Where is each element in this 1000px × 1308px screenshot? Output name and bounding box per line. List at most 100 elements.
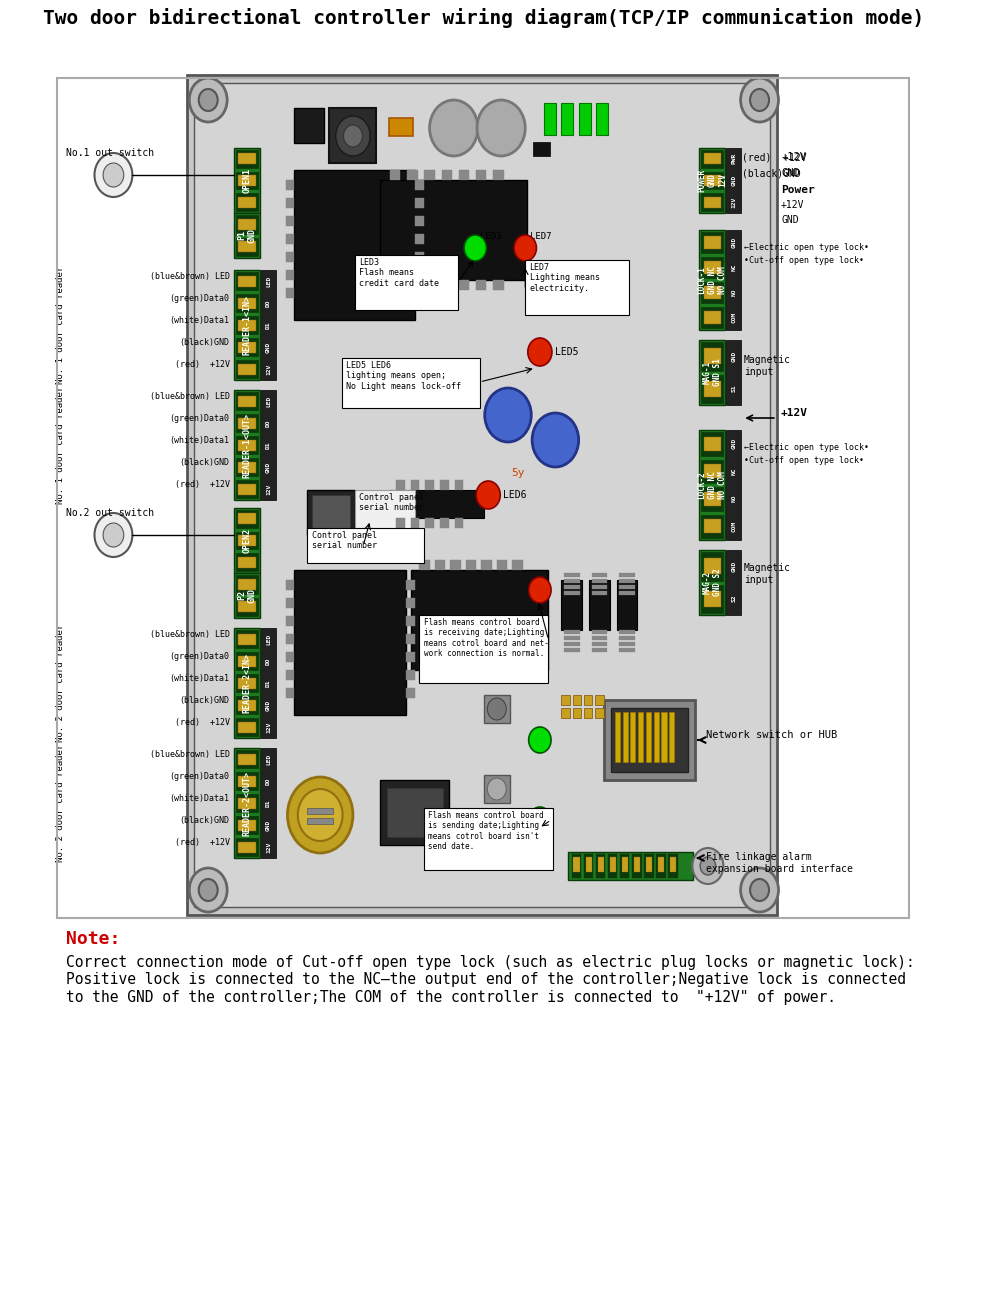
- Bar: [236, 816, 258, 835]
- Bar: [238, 218, 256, 230]
- Circle shape: [103, 164, 124, 187]
- Text: READER-1<IN>: READER-1<IN>: [242, 296, 251, 354]
- Bar: [396, 480, 405, 490]
- Bar: [286, 288, 294, 298]
- Text: No.2 out switch: No.2 out switch: [66, 508, 154, 518]
- Bar: [424, 808, 553, 870]
- Text: COM: COM: [731, 311, 736, 323]
- Text: (red)  +12V: (red) +12V: [175, 480, 230, 489]
- Bar: [661, 712, 667, 763]
- Bar: [568, 852, 693, 880]
- Bar: [525, 260, 629, 315]
- Bar: [286, 670, 294, 680]
- Bar: [234, 508, 260, 573]
- Bar: [623, 712, 628, 763]
- Bar: [238, 297, 256, 309]
- Circle shape: [94, 153, 132, 198]
- Bar: [699, 549, 725, 615]
- Bar: [415, 216, 424, 226]
- Text: GND: GND: [731, 237, 736, 249]
- Text: (black)GND: (black)GND: [180, 696, 230, 705]
- Bar: [238, 798, 256, 808]
- Bar: [592, 579, 607, 583]
- Circle shape: [741, 869, 779, 912]
- Bar: [670, 857, 676, 872]
- Bar: [236, 674, 258, 692]
- Text: +12V: +12V: [781, 200, 805, 211]
- Bar: [236, 458, 258, 476]
- Text: (green)Data0: (green)Data0: [170, 651, 230, 661]
- Bar: [261, 269, 276, 381]
- Bar: [544, 103, 556, 135]
- Text: D1: D1: [266, 799, 271, 807]
- Text: LED: LED: [266, 753, 271, 765]
- Bar: [286, 616, 294, 627]
- Bar: [406, 579, 415, 590]
- Bar: [726, 340, 741, 405]
- Bar: [419, 615, 548, 683]
- Text: (red)  +12V: (red) +12V: [175, 838, 230, 848]
- Text: POWER
GND
12V: POWER GND 12V: [697, 169, 727, 192]
- Bar: [238, 655, 256, 667]
- Text: LED7: LED7: [530, 232, 551, 241]
- Circle shape: [464, 235, 486, 262]
- Text: GND: GND: [731, 175, 736, 186]
- Text: (red)  +12V: (red) +12V: [742, 152, 807, 162]
- Bar: [619, 591, 635, 595]
- Bar: [481, 560, 492, 570]
- Bar: [238, 820, 256, 831]
- Circle shape: [529, 807, 551, 833]
- Text: P1
GND: P1 GND: [237, 228, 257, 243]
- Bar: [484, 776, 510, 803]
- Bar: [238, 276, 256, 286]
- Bar: [622, 857, 628, 872]
- Text: (white)Data1: (white)Data1: [170, 317, 230, 324]
- Text: Magnetic
input: Magnetic input: [744, 354, 791, 377]
- Bar: [615, 712, 620, 763]
- Bar: [619, 642, 635, 646]
- Bar: [701, 552, 723, 581]
- Bar: [390, 280, 400, 290]
- Bar: [234, 148, 260, 213]
- Bar: [406, 598, 415, 608]
- Bar: [419, 670, 430, 680]
- Bar: [701, 459, 723, 483]
- Bar: [669, 712, 674, 763]
- Bar: [658, 857, 664, 872]
- Bar: [592, 647, 607, 651]
- Bar: [425, 518, 434, 528]
- Bar: [236, 838, 258, 855]
- Bar: [634, 857, 640, 872]
- Bar: [701, 432, 723, 455]
- Bar: [307, 490, 355, 535]
- Bar: [619, 585, 635, 589]
- Circle shape: [514, 235, 536, 262]
- Bar: [234, 390, 260, 500]
- Text: Correct connection mode of Cut-off open type lock (such as electric plug locks o: Correct connection mode of Cut-off open …: [66, 955, 915, 1005]
- Bar: [455, 480, 463, 490]
- Bar: [411, 570, 548, 670]
- Bar: [619, 573, 635, 577]
- Circle shape: [336, 116, 370, 156]
- Bar: [342, 358, 480, 408]
- Circle shape: [476, 481, 500, 509]
- Bar: [406, 688, 415, 698]
- Bar: [294, 570, 406, 715]
- Bar: [419, 560, 430, 570]
- Text: NO: NO: [731, 494, 736, 502]
- Text: GND: GND: [781, 215, 799, 225]
- Bar: [701, 256, 723, 279]
- Text: No. 1 door card reader: No. 1 door card reader: [56, 266, 65, 385]
- Text: Power: Power: [781, 184, 815, 195]
- Text: MAG-2
GND S2: MAG-2 GND S2: [702, 569, 722, 596]
- Text: MAG-1
GND S1: MAG-1 GND S1: [702, 358, 722, 386]
- Bar: [592, 636, 607, 640]
- Text: No. 2 door card reader: No. 2 door card reader: [56, 744, 65, 862]
- Bar: [236, 794, 258, 812]
- Circle shape: [529, 577, 551, 603]
- Text: (blue&brown) LED: (blue&brown) LED: [150, 392, 230, 402]
- Bar: [238, 514, 256, 525]
- Bar: [572, 854, 581, 878]
- Bar: [238, 557, 256, 568]
- Text: Magnetic
input: Magnetic input: [744, 562, 791, 585]
